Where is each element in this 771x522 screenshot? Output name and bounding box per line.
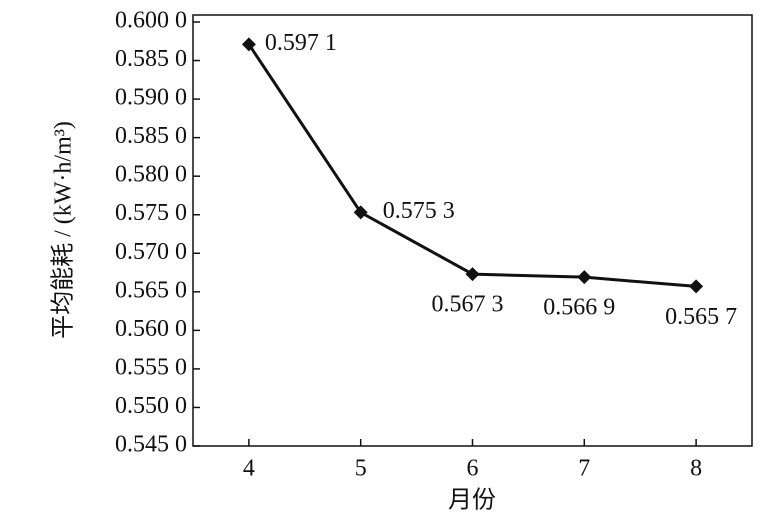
- y-tick-label: 0.555 0: [115, 354, 187, 380]
- x-tick-label: 8: [690, 456, 702, 482]
- y-tick-label: 0.575 0: [115, 200, 187, 226]
- y-tick-label: 0.585 0: [115, 46, 187, 72]
- marker: [689, 279, 704, 294]
- y-tick-label: 0.560 0: [115, 316, 187, 342]
- y-tick-label: 0.585 0: [115, 123, 187, 149]
- data-label: 0.575 3: [383, 198, 455, 224]
- x-tick-label: 6: [467, 456, 479, 482]
- x-axis-label: 月份: [448, 487, 496, 514]
- line: [247, 43, 697, 288]
- marker: [577, 270, 592, 285]
- y-axis-label: 平均能耗 / (kW·h/m³): [50, 121, 77, 339]
- y-tick-label: 0.570 0: [115, 239, 187, 265]
- data-label: 0.597 1: [265, 30, 337, 56]
- y-tick-label: 0.550 0: [115, 393, 187, 419]
- marker: [353, 205, 368, 220]
- plot-frame: [192, 14, 753, 447]
- x-tick-label: 5: [355, 456, 367, 482]
- y-tick-label: 0.565 0: [115, 277, 187, 303]
- y-tick-label: 0.580 0: [115, 162, 187, 188]
- data-label: 0.566 9: [543, 295, 615, 321]
- y-tick-label: 0.590 0: [115, 85, 187, 111]
- marker: [465, 267, 480, 282]
- marker: [241, 37, 256, 52]
- y-tick-label: 0.600 0: [115, 8, 187, 34]
- x-tick-label: 7: [578, 456, 590, 482]
- data-label: 0.565 7: [665, 304, 737, 330]
- y-tick-label: 0.545 0: [115, 432, 187, 458]
- data-label: 0.567 3: [432, 292, 504, 318]
- x-tick-label: 4: [243, 456, 255, 482]
